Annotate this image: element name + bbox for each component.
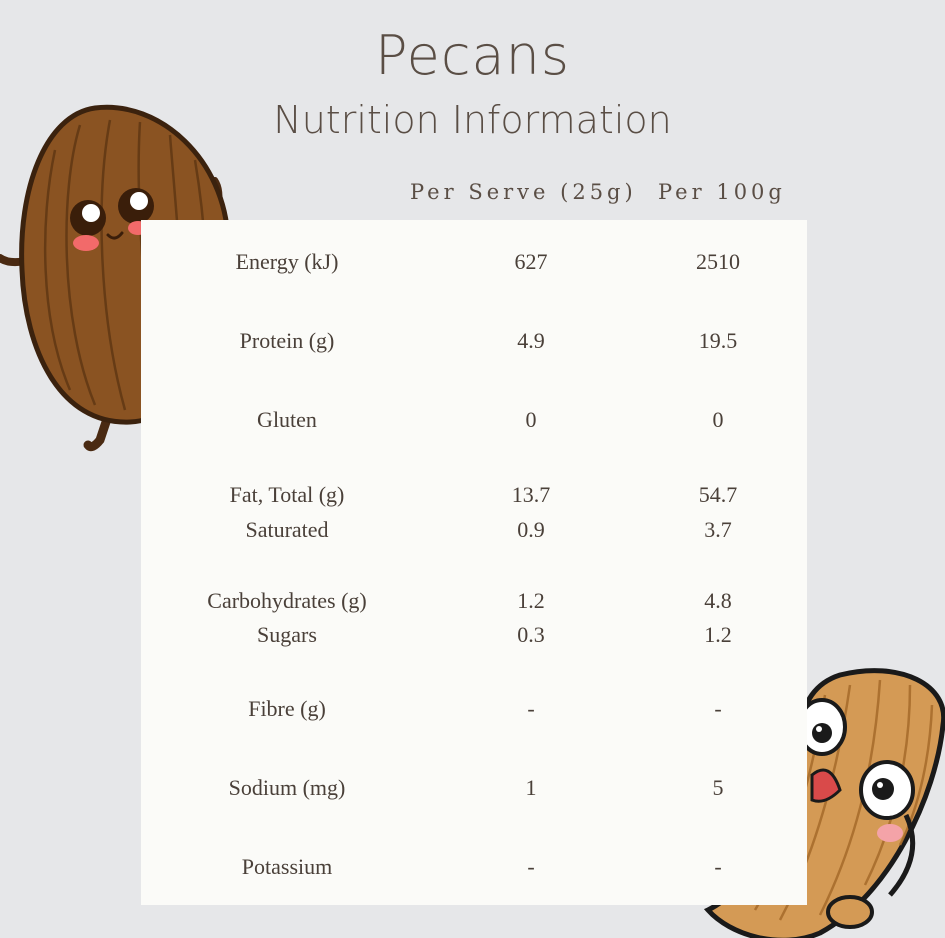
value-fibre-per-serve: - [527,696,535,721]
value-sugars-per-serve: 0.3 [517,622,545,647]
row-label-saturated: Saturated [245,517,329,542]
value-sugars-per-100g: 1.2 [704,622,732,647]
nutrition-table-panel [141,220,807,905]
column-header-per-serve: Per Serve (25g) [410,180,637,204]
value-gluten-per-100g: 0 [712,407,724,432]
value-gluten-per-serve: 0 [525,407,537,432]
value-protein-per-serve: 4.9 [517,328,545,353]
row-label-fibre: Fibre (g) [248,696,326,721]
row-label-potassium: Potassium [241,854,333,879]
value-carbohydrates-per-100g: 4.8 [704,588,732,613]
row-label-fat-total: Fat, Total (g) [229,482,345,507]
row-label-energy: Energy (kJ) [235,249,339,274]
value-fat-total-per-100g: 54.7 [698,482,738,507]
value-carbohydrates-per-serve: 1.2 [517,588,545,613]
value-sodium-per-100g: 5 [712,775,724,800]
row-label-gluten: Gluten [257,407,317,432]
page-title: Pecans [375,24,570,87]
value-fibre-per-100g: - [714,696,722,721]
value-saturated-per-serve: 0.9 [517,517,545,542]
row-label-sodium: Sodium (mg) [228,775,346,800]
value-potassium-per-serve: - [527,854,535,879]
value-sodium-per-serve: 1 [525,775,537,800]
value-potassium-per-100g: - [714,854,722,879]
value-protein-per-100g: 19.5 [698,328,738,353]
value-energy-per-100g: 2510 [696,249,740,274]
page-subtitle: Nutrition Information [273,98,672,142]
row-label-protein: Protein (g) [239,328,335,353]
value-saturated-per-100g: 3.7 [704,517,732,542]
value-fat-total-per-serve: 13.7 [511,482,551,507]
column-header-per-100g: Per 100g [658,180,786,204]
row-label-sugars: Sugars [257,622,317,647]
row-label-carbohydrates: Carbohydrates (g) [207,588,367,613]
value-energy-per-serve: 627 [514,249,548,274]
